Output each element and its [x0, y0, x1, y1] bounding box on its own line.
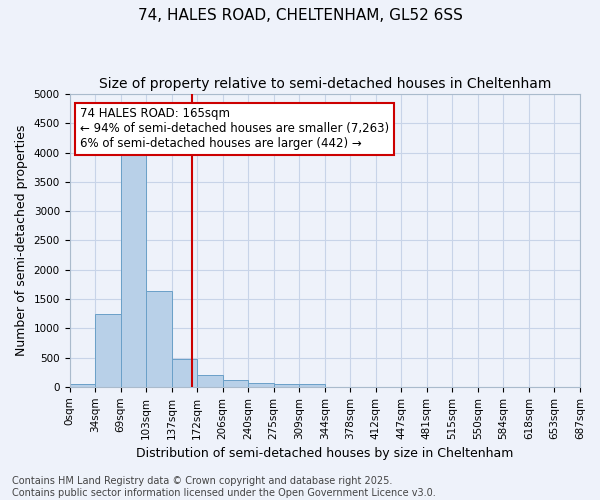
Text: 74, HALES ROAD, CHELTENHAM, GL52 6SS: 74, HALES ROAD, CHELTENHAM, GL52 6SS — [137, 8, 463, 22]
Text: 74 HALES ROAD: 165sqm
← 94% of semi-detached houses are smaller (7,263)
6% of se: 74 HALES ROAD: 165sqm ← 94% of semi-deta… — [80, 107, 389, 150]
Bar — [95, 314, 121, 387]
Title: Size of property relative to semi-detached houses in Cheltenham: Size of property relative to semi-detach… — [98, 78, 551, 92]
Y-axis label: Number of semi-detached properties: Number of semi-detached properties — [15, 124, 28, 356]
Bar — [274, 384, 299, 387]
Text: Contains HM Land Registry data © Crown copyright and database right 2025.
Contai: Contains HM Land Registry data © Crown c… — [12, 476, 436, 498]
Bar — [197, 375, 223, 387]
X-axis label: Distribution of semi-detached houses by size in Cheltenham: Distribution of semi-detached houses by … — [136, 447, 514, 460]
Bar — [248, 382, 274, 387]
Bar — [146, 291, 172, 387]
Bar — [299, 384, 325, 387]
Bar — [121, 151, 146, 387]
Bar — [223, 380, 248, 387]
Bar — [172, 358, 197, 387]
Bar — [70, 384, 95, 387]
